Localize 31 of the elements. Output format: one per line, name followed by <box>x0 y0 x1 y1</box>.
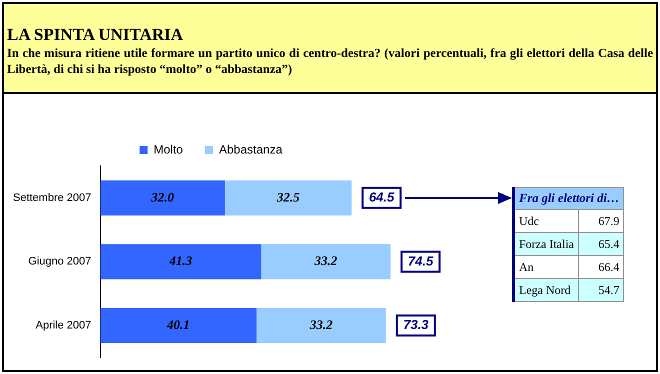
text: Fra gli elettori di… <box>514 188 624 210</box>
chart-subtitle: In che misura ritiene utile formare un partito unico di centro-destra? (valori percentuali, fra gli elettori della Casa delle Libertà, di chi si ha risposto “molto” o “abbastanza”) <box>7 45 653 77</box>
total-label: 73.3 <box>403 317 430 332</box>
bar <box>100 308 257 344</box>
data-label: 54.7 <box>578 278 624 302</box>
total-label: 74.5 <box>408 253 434 268</box>
y-tick-label: Settembre 2007 <box>12 192 92 204</box>
data-label: 33.2 <box>314 253 338 268</box>
category-label: Udc <box>514 210 579 232</box>
data-label: 40.1 <box>166 316 190 332</box>
legend-label: Abbastanza <box>218 142 283 156</box>
bar <box>256 308 386 344</box>
bar <box>100 244 262 280</box>
legend-label: Molto <box>154 142 184 156</box>
data-label: 33.2 <box>308 316 334 332</box>
data-label: 41.3 <box>168 253 193 268</box>
bar <box>261 244 391 280</box>
bar <box>224 180 352 216</box>
data-label: 32.5 <box>276 189 300 204</box>
category-label: Lega Nord <box>514 278 579 302</box>
y-tick-label: Aprile 2007 <box>36 320 92 332</box>
total-label: 64.5 <box>368 189 396 204</box>
data-label: 32.0 <box>150 189 174 204</box>
y-tick-label: Giugno 2007 <box>28 256 92 268</box>
bar <box>100 180 225 216</box>
data-label: 67.9 <box>578 210 624 232</box>
data-label: 66.4 <box>578 256 624 278</box>
chart-title: LA SPINTA UNITARIA <box>7 25 184 45</box>
category-label: An <box>514 256 579 278</box>
data-label: 65.4 <box>578 232 624 256</box>
category-label: Forza Italia <box>514 232 579 256</box>
